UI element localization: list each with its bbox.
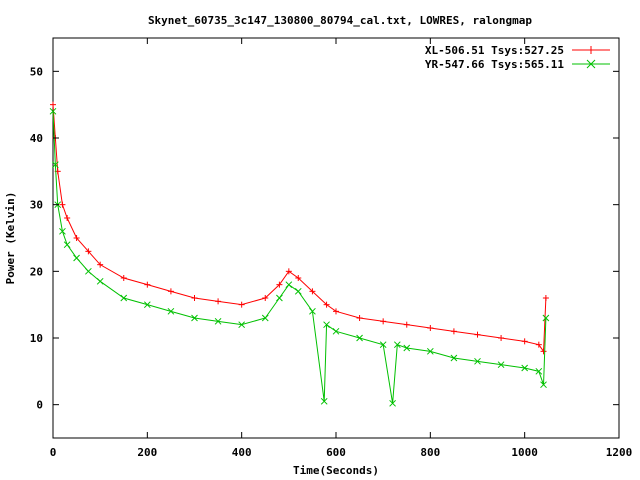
series-0-point-5	[73, 235, 80, 241]
series-0-point-9	[144, 281, 151, 288]
y-tick-labels: 0 10 20 30 40 50	[30, 65, 43, 411]
series-1-point-18	[309, 307, 316, 315]
series-1-point-10	[167, 307, 175, 315]
series-1-point-30	[497, 361, 505, 369]
series-0-point-10	[167, 288, 174, 295]
series-1-point-0	[49, 107, 57, 115]
legend-marker-0	[587, 46, 595, 54]
series-1-point-29	[474, 357, 481, 365]
series-1-point-16	[285, 281, 293, 289]
series-0-point-20	[333, 308, 339, 315]
series-0-point-25	[450, 328, 457, 335]
series-0-point-18	[309, 288, 316, 295]
series-0-point-12	[215, 298, 222, 305]
y-tick-label-5: 50	[30, 65, 43, 78]
series-0-point-11	[191, 295, 198, 301]
series-0-point-21	[356, 315, 363, 321]
series-1-point-27	[426, 347, 434, 355]
legend-label-0: XL-506.51 Tsys:527.25	[425, 44, 564, 57]
y-tick-label-4: 40	[30, 132, 43, 145]
series-0-point-3	[59, 201, 66, 208]
x-tick-label-4: 800	[420, 446, 440, 459]
series-1-point-11	[191, 314, 198, 322]
series-1-point-26	[403, 344, 411, 352]
series-1-point-32	[535, 367, 543, 375]
series-0-point-30	[540, 348, 547, 355]
series-1-point-6	[85, 267, 92, 275]
series-0-point-19	[323, 301, 330, 308]
series-1-point-23	[379, 341, 387, 349]
series-0	[50, 101, 549, 355]
series-1-point-33	[540, 381, 547, 389]
x-tick-label-3: 600	[326, 446, 346, 459]
series-1-point-22	[356, 334, 363, 342]
plot-frame	[52, 37, 620, 439]
series-1-point-3	[59, 227, 66, 235]
series-1-point-20	[323, 321, 330, 329]
series-1-point-25	[393, 341, 401, 349]
x-tick-label-5: 1000	[511, 446, 538, 459]
series-1-point-34	[542, 314, 550, 322]
y-tick-label-3: 30	[30, 199, 43, 212]
series-1-point-7	[96, 277, 104, 285]
x-tick-label-6: 1200	[606, 446, 633, 459]
x-tick-labels: 0 200 400 600 800 1000 1200	[50, 446, 633, 459]
series-0-point-13	[238, 301, 245, 308]
series-0-point-15	[276, 281, 283, 288]
series-0-point-23	[403, 321, 410, 328]
series-1-point-21	[332, 327, 340, 335]
series-1-point-28	[450, 354, 458, 362]
series-0-point-31	[542, 295, 549, 301]
series-0-line	[52, 104, 547, 353]
series-0-point-27	[498, 335, 505, 341]
x-tick-label-1: 200	[137, 446, 157, 459]
y-tick-label-1: 10	[30, 332, 43, 345]
series-1-point-1	[52, 161, 59, 169]
series-0-point-22	[380, 318, 387, 325]
series-0-point-17	[295, 275, 302, 281]
series-0-point-24	[427, 325, 434, 331]
series-0-point-28	[521, 338, 528, 345]
x-tick-label-0: 0	[50, 446, 57, 459]
series-1	[49, 107, 550, 407]
series-1-line	[52, 111, 547, 404]
series-0-point-4	[64, 215, 71, 221]
axis-ticks	[52, 38, 620, 438]
series-0-point-29	[535, 341, 542, 348]
y-tick-label-2: 20	[30, 265, 43, 278]
series-0-point-26	[474, 331, 481, 338]
series-1-point-8	[120, 294, 128, 302]
y-axis-label: Power (Kelvin)	[4, 192, 17, 285]
data-marks	[49, 101, 550, 407]
series-0-point-0	[50, 101, 56, 108]
legend-marker-1	[586, 59, 596, 69]
series-1-point-24	[389, 399, 396, 407]
y-tick-label-0: 0	[36, 399, 43, 412]
chart-title: Skynet_60735_3c147_130800_80794_cal.txt,…	[148, 14, 532, 27]
series-1-point-15	[276, 294, 283, 302]
x-axis-label: Time(Seconds)	[293, 464, 379, 477]
legend-label-1: YR-547.66 Tsys:565.11	[425, 58, 564, 71]
series-0-point-14	[262, 295, 269, 301]
x-tick-label-2: 400	[232, 446, 252, 459]
series-1-point-5	[73, 254, 80, 262]
series-1-point-4	[63, 241, 71, 249]
series-0-point-8	[120, 275, 127, 281]
series-1-point-13	[238, 321, 246, 329]
series-1-point-31	[521, 364, 529, 372]
series-1-point-14	[261, 314, 269, 322]
series-0-point-7	[97, 261, 104, 268]
series-0-point-16	[285, 268, 292, 275]
series-1-point-17	[294, 287, 302, 295]
series-1-point-19	[320, 397, 328, 405]
series-1-point-12	[214, 317, 222, 325]
series-0-point-6	[85, 248, 92, 255]
series-1-point-9	[143, 301, 151, 309]
